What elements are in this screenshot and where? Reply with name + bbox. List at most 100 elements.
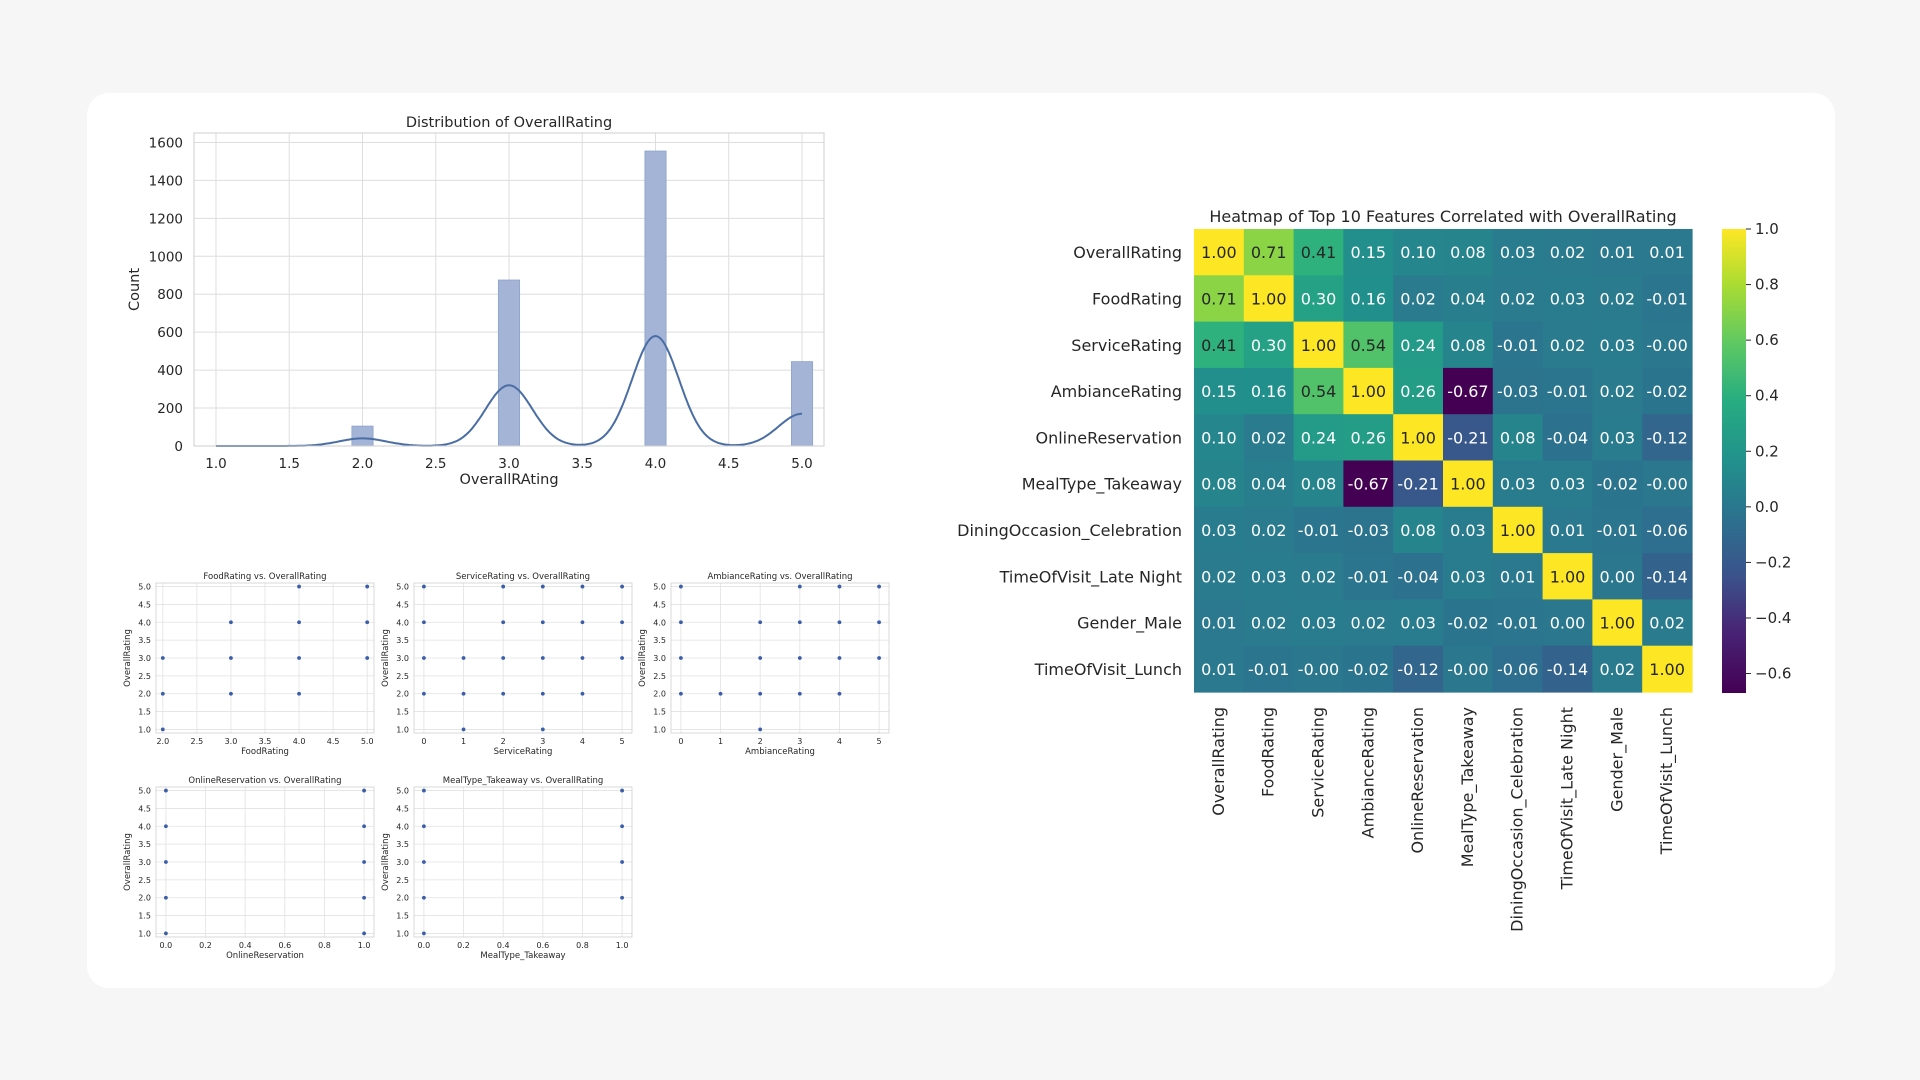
s1-title: FoodRating vs. OverallRating	[203, 572, 326, 582]
heatmap-cell-value: 0.02	[1350, 614, 1386, 633]
heatmap-cell-value: 0.71	[1201, 289, 1237, 308]
s5-y-tick-label: 4.5	[396, 804, 409, 813]
s3-y-tick-label: 4.5	[653, 600, 666, 609]
heatmap-cell	[1492, 321, 1544, 369]
heatmap-row-label: FoodRating	[1092, 289, 1182, 308]
s4-y-tick-label: 4.5	[138, 804, 151, 813]
heatmap-cell	[1443, 367, 1494, 415]
s1-point	[365, 656, 370, 660]
s5-x-tick-label: 1.0	[616, 941, 629, 950]
heatmap-cell	[1542, 460, 1593, 508]
hist-x-tick-label: 2.5	[425, 456, 446, 472]
s1-x-tick-label: 5.0	[361, 737, 374, 746]
s3-y-tick-label: 4.0	[653, 618, 666, 627]
s2-point	[422, 691, 426, 696]
s3-x-tick-label: 4	[837, 737, 842, 746]
heatmap-cell-value: 0.41	[1301, 243, 1337, 262]
s2-point	[501, 584, 506, 589]
heatmap-title: Heatmap of Top 10 Features Correlated wi…	[1209, 207, 1676, 226]
heatmap-cell	[1542, 414, 1593, 462]
heatmap-cell-value: -0.06	[1646, 521, 1687, 540]
heatmap-cell	[1542, 275, 1593, 323]
heatmap-cell	[1343, 321, 1394, 369]
heatmap-cell	[1642, 367, 1693, 415]
s2-point	[461, 691, 466, 696]
heatmap-cell-value: 0.03	[1500, 243, 1536, 262]
heatmap-cell-value: 0.10	[1400, 243, 1436, 262]
scatter-food-vs-overall: 2.0 2.5 3.0 3.5 4.0 4.5 5.0 1.0 1.5 2.0 2.5 3.0 3.5 4…	[123, 572, 375, 757]
heatmap-cell-value: -0.01	[1646, 289, 1687, 308]
heatmap-cell-value: -0.02	[1447, 614, 1488, 633]
heatmap-cell	[1194, 599, 1245, 647]
heatmap-col-label: MealType_Takeaway	[1458, 707, 1478, 867]
colorbar-tick-label: 0.8	[1755, 276, 1779, 294]
s4-x-tick-label: 0.6	[278, 941, 291, 950]
heatmap-cell	[1393, 414, 1444, 462]
heatmap-cell	[1194, 506, 1245, 554]
heatmap-cell-value: 0.03	[1550, 289, 1586, 308]
s4-y-tick-label: 1.0	[138, 929, 151, 938]
scatter-mealtype-takeaway-vs-overall: 0.0 0.2 0.4 0.6 0.8 1.0 1.0 1.5 2.0 2.5 3.0 3.5 4.0 4…	[381, 776, 633, 961]
s4-frame	[155, 786, 375, 938]
heatmap-cell-value: 1.00	[1201, 243, 1237, 262]
s4-x-tick-label: 0.4	[239, 941, 252, 950]
histogram-chart: 1.0 1.5 2.0 2.5 3.0 3.5 4.0 4.5 5.0 0 200 400 600 800…	[127, 115, 825, 488]
s1-point	[297, 691, 301, 696]
heatmap-cell-value: 1.00	[1301, 336, 1337, 355]
heatmap-cell	[1443, 506, 1494, 554]
scatter-service-vs-overall: 0 1 2 3 4 5 1.0 1.5 2.0 2.5 3.0 3.5 4.0 4.5 5.0 Service…	[381, 572, 633, 757]
s5-x-tick-label: 0.4	[497, 941, 510, 950]
heatmap-cell-value: -0.03	[1348, 521, 1389, 540]
heatmap-cell-value: 1.00	[1450, 475, 1486, 494]
s5-x-tick-label: 0.0	[418, 941, 431, 950]
heatmap-cell	[1194, 229, 1245, 276]
s5-frame	[413, 786, 633, 938]
s4-point	[164, 788, 168, 793]
heatmap-cell-value: 0.03	[1500, 475, 1536, 494]
heatmap-cell	[1393, 645, 1444, 693]
colorbar-tick-label: −0.2	[1755, 553, 1791, 571]
heatmap-cell-value: 0.02	[1550, 243, 1586, 262]
s2-title: ServiceRating vs. OverallRating	[456, 572, 590, 582]
heatmap-row-label: AmbianceRating	[1051, 382, 1182, 401]
hist-y-tick-label: 1000	[149, 249, 183, 265]
heatmap-cell	[1642, 506, 1693, 554]
s1-y-tick-label: 3.5	[138, 636, 151, 645]
s4-x-tick-label: 0.0	[160, 941, 173, 950]
s5-y-tick-label: 3.0	[396, 858, 409, 867]
s1-point	[160, 656, 165, 660]
colorbar-tick-label: 0.2	[1755, 442, 1779, 460]
s1-y-tick-label: 4.5	[138, 600, 151, 609]
heatmap-cell	[1293, 645, 1344, 693]
s4-title: OnlineReservation vs. OverallRating	[188, 776, 341, 786]
heatmap-cell	[1393, 460, 1444, 508]
heatmap-cell-value: 0.08	[1450, 243, 1486, 262]
s3-y-tick-label: 1.5	[653, 708, 666, 717]
hist-y-tick-label: 800	[157, 287, 183, 303]
heatmap-cell-value: 0.03	[1450, 567, 1486, 586]
s1-y-tick-label: 5.0	[138, 583, 151, 592]
s3-x-tick-label: 0	[678, 737, 683, 746]
heatmap-cell-value: -0.14	[1547, 660, 1588, 679]
hist-x-tick-label: 4.0	[645, 456, 666, 472]
heatmap-row-label: TimeOfVisit_Lunch	[1034, 660, 1182, 680]
s5-title: MealType_Takeaway vs. OverallRating	[443, 776, 604, 786]
s1-point	[160, 691, 165, 696]
heatmap-cell-value: -0.12	[1397, 660, 1438, 679]
heatmap-cell-value: 0.02	[1599, 660, 1635, 679]
heatmap-cell	[1393, 553, 1444, 600]
s1-x-tick-label: 4.5	[327, 737, 340, 746]
colorbar-tick-label: 1.0	[1755, 220, 1779, 238]
heatmap-cell	[1642, 414, 1693, 462]
heatmap-cell	[1194, 321, 1245, 369]
s3-point	[679, 620, 683, 625]
heatmap-cell-value: 0.54	[1350, 336, 1386, 355]
heatmap-cell-value: 0.01	[1649, 243, 1685, 262]
heatmap-cell	[1592, 599, 1643, 647]
s4-point	[164, 860, 168, 864]
s2-point	[540, 727, 545, 732]
heatmap-cell-value: -0.03	[1497, 382, 1538, 401]
heatmap-cell-value: -0.02	[1646, 382, 1687, 401]
s2-x-tick-label: 3	[540, 737, 545, 746]
heatmap-cell	[1393, 229, 1444, 276]
